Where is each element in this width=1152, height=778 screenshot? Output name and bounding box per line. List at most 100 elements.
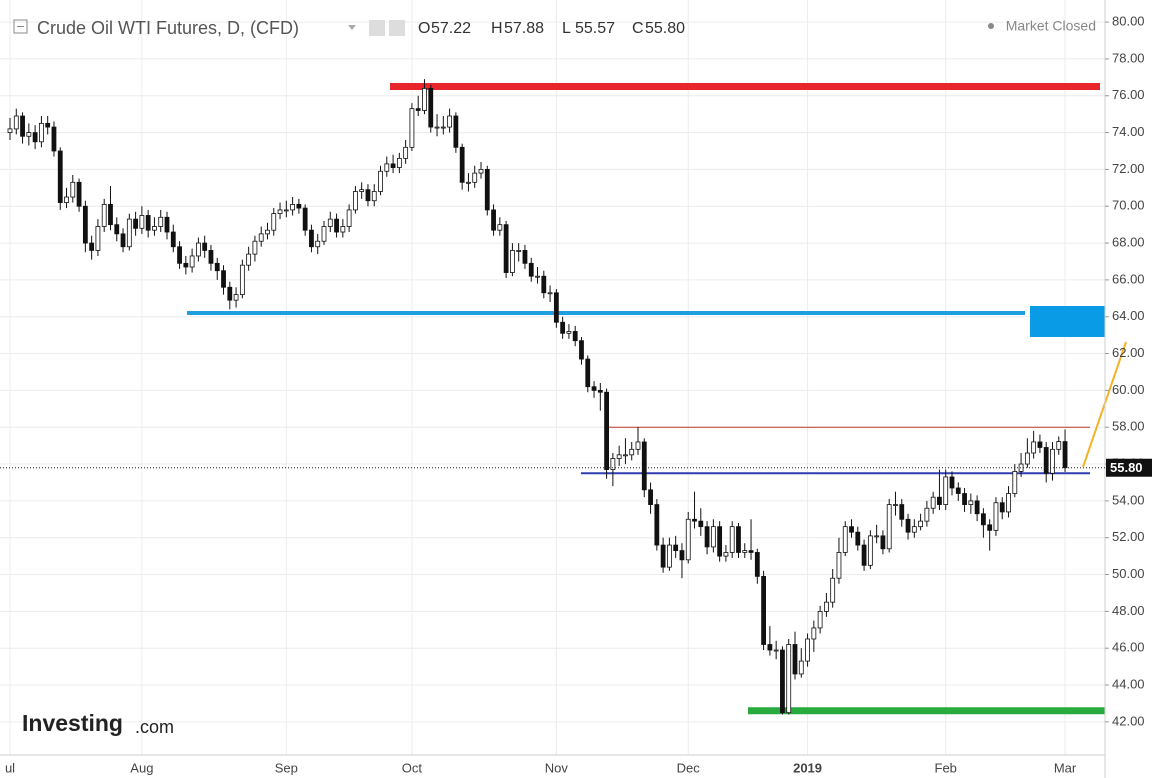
y-tick-label: 60.00 [1112,382,1145,397]
candle-body [51,126,57,152]
candle-body [509,250,515,273]
candle-body [340,226,346,233]
ohlc-key: O [418,20,430,37]
candle-body [1050,448,1055,474]
candle-body [679,550,685,561]
candle-body [692,518,697,522]
last-price-label: 55.80 [1110,460,1143,475]
x-tick-label: Sep [275,760,298,775]
candle-body [290,204,296,211]
candle-body [208,250,214,264]
candle-body [359,189,365,192]
candle-body [579,340,584,360]
levels [187,83,1105,715]
candle-body [710,526,716,548]
candle-body [1037,441,1043,448]
candle-body [126,218,132,248]
candle-body [949,476,955,489]
ohlc-value: 55.80 [645,20,685,37]
title-dropdown[interactable] [348,25,356,30]
candle-body [648,489,653,505]
status-dot [988,23,994,29]
candle-body [283,209,289,212]
candle-body [227,286,233,301]
candle-body [1018,463,1024,472]
candle-body [321,226,327,242]
candle-body [842,526,848,553]
candle-body [528,262,534,277]
candle-body [503,224,509,273]
candle-body [1043,447,1049,474]
candle-body [202,242,208,251]
eye-icon[interactable] [369,20,385,36]
y-tick-label: 42.00 [1112,713,1145,728]
candle-body [767,644,773,651]
candle-body [271,213,277,231]
candle-body [265,229,270,235]
candle-body [673,544,679,551]
candle-body [604,391,609,470]
candle-body [937,496,942,505]
brand-suffix: .com [135,717,174,737]
candle-body [1031,441,1037,454]
candle-body [484,169,490,211]
candle-body [239,264,245,296]
candle-body [434,126,440,129]
candle-body [296,204,302,209]
candle-body [415,108,421,111]
y-tick-label: 66.00 [1112,271,1145,286]
candle-body [1012,471,1018,494]
candle-body [214,262,220,272]
candle-body [139,215,145,229]
candle-body [667,544,672,568]
candle-body [566,331,572,334]
y-tick-label: 50.00 [1112,566,1145,581]
market-status: Market Closed [1006,18,1096,34]
y-tick-label: 70.00 [1112,198,1145,213]
ohlc-key: L [562,20,571,37]
candle-body [378,170,383,192]
settings-icon[interactable] [389,20,405,36]
candle-body [76,181,82,207]
candle-body [905,518,911,533]
x-tick-label: Aug [130,760,153,775]
candle-body [277,209,283,215]
candle-body [422,87,427,111]
x-tick-label: Nov [545,760,569,775]
y-tick-label: 74.00 [1112,124,1145,139]
candle-body [867,535,873,566]
chart-title: Crude Oil WTI Futures, D, (CFD) [37,18,299,38]
y-tick-label: 76.00 [1112,87,1145,102]
candle-body [924,507,930,522]
candle-body [195,242,201,257]
candle-body [824,601,829,612]
ohlc-value: 57.88 [504,20,544,37]
candle-body [773,649,779,652]
candle-body [641,441,647,491]
candle-body [704,526,710,548]
y-tick-label: 58.00 [1112,419,1145,434]
candle-body [396,157,402,168]
collapse-icon[interactable] [13,19,28,34]
ohlc-value: 55.57 [575,20,615,37]
candle-body [597,389,603,393]
candle-body [189,255,195,268]
candle-body [459,146,465,183]
candle-body [685,518,691,561]
candle-body [629,448,635,456]
candle-body [497,224,503,231]
y-tick-label: 80.00 [1112,14,1145,29]
candle-body [1006,493,1011,513]
ohlc-value: 57.22 [431,20,471,37]
x-tick-label: Feb [935,760,957,775]
candle-body [302,207,308,231]
candle-body [1024,452,1030,465]
candle-body [478,169,484,174]
candle-body [742,550,748,553]
candle-body [547,292,553,295]
candle-body [309,229,314,248]
grid [0,0,1105,755]
candle-body [792,644,798,675]
candle-body [447,115,453,128]
